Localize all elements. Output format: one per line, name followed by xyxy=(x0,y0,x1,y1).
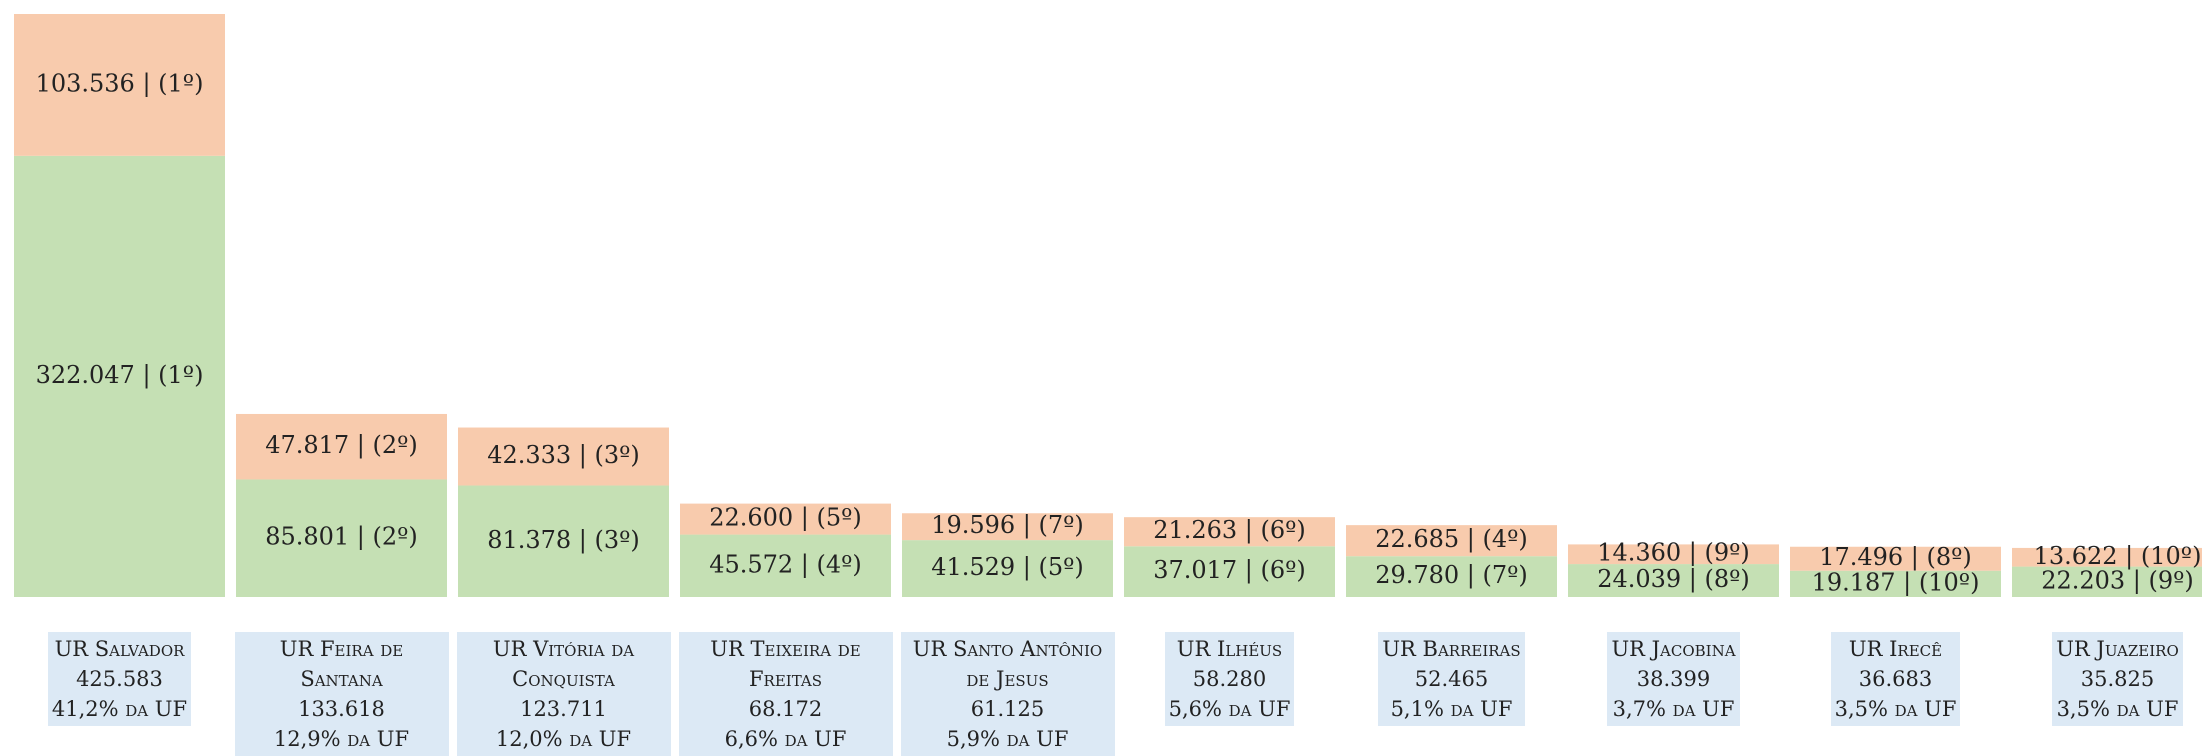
value-label: 17.496 | (8º) xyxy=(1819,543,1972,572)
value-label: 81.378 | (3º) xyxy=(487,526,640,555)
category-total: 61.125 xyxy=(905,694,1111,724)
value-label: 22.203 | (9º) xyxy=(2041,566,2194,595)
category-total: 38.399 xyxy=(1611,664,1735,694)
category-share: 41,2% da UF xyxy=(52,694,187,724)
category-share: 3,7% da UF xyxy=(1611,694,1735,724)
category-share: 5,6% da UF xyxy=(1169,694,1291,724)
category-total: 36.683 xyxy=(1835,664,1957,694)
category-total: 68.172 xyxy=(683,694,889,724)
category-share: 3,5% da UF xyxy=(1835,694,1957,724)
value-label: 85.801 | (2º) xyxy=(265,523,418,552)
category-total: 425.583 xyxy=(52,664,187,694)
value-label: 21.263 | (6º) xyxy=(1153,516,1306,545)
category-name: UR Teixeira de Freitas xyxy=(683,634,889,694)
value-label: 19.596 | (7º) xyxy=(931,511,1084,540)
category-total: 35.825 xyxy=(2056,664,2179,694)
category-name: UR Jacobina xyxy=(1611,634,1735,664)
category-name: UR Vitória da Conquista xyxy=(461,634,667,694)
value-label: 14.360 | (9º) xyxy=(1597,539,1750,568)
category-total: 58.280 xyxy=(1169,664,1291,694)
value-label: 42.333 | (3º) xyxy=(487,441,640,470)
category-share: 3,5% da UF xyxy=(2056,694,2179,724)
value-label: 37.017 | (6º) xyxy=(1153,556,1306,585)
category-name: UR Ilhéus xyxy=(1169,634,1291,664)
value-label: 29.780 | (7º) xyxy=(1375,561,1528,590)
value-label: 322.047 | (1º) xyxy=(36,361,204,390)
category-name: UR Feira de Santana xyxy=(239,634,445,694)
category-name: UR Irecê xyxy=(1835,634,1957,664)
value-label: 13.622 | (10º) xyxy=(2034,542,2202,571)
value-label: 103.536 | (1º) xyxy=(36,69,204,98)
value-label: 47.817 | (2º) xyxy=(265,431,418,460)
category-share: 12,0% da UF xyxy=(461,724,667,754)
category-total: 133.618 xyxy=(239,694,445,724)
category-name: UR Salvador xyxy=(52,634,187,664)
value-label: 45.572 | (4º) xyxy=(709,550,862,579)
category-total: 123.711 xyxy=(461,694,667,724)
value-label: 19.187 | (10º) xyxy=(1812,568,1980,597)
category-total: 52.465 xyxy=(1382,664,1520,694)
value-label: 22.685 | (4º) xyxy=(1375,525,1528,554)
value-label: 24.039 | (8º) xyxy=(1597,565,1750,594)
category-share: 6,6% da UF xyxy=(683,724,889,754)
value-label: 22.600 | (5º) xyxy=(709,504,862,533)
category-name: UR Barreiras xyxy=(1382,634,1520,664)
value-label: 41.529 | (5º) xyxy=(931,553,1084,582)
category-share: 5,1% da UF xyxy=(1382,694,1520,724)
category-share: 5,9% da UF xyxy=(905,724,1111,754)
category-share: 12,9% da UF xyxy=(239,724,445,754)
category-name: UR Juazeiro xyxy=(2056,634,2179,664)
category-name: UR Santo Antônio de Jesus xyxy=(905,634,1111,694)
